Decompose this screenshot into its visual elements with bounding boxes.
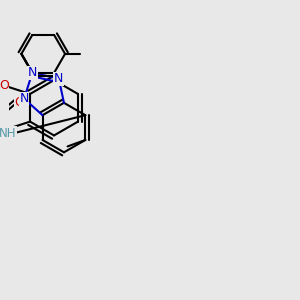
- Text: N: N: [20, 92, 29, 105]
- Text: N: N: [28, 66, 37, 79]
- Text: NH: NH: [0, 127, 16, 140]
- Text: N: N: [54, 72, 64, 85]
- Text: O: O: [0, 79, 9, 92]
- Text: O: O: [14, 96, 24, 109]
- Text: NH: NH: [0, 127, 16, 140]
